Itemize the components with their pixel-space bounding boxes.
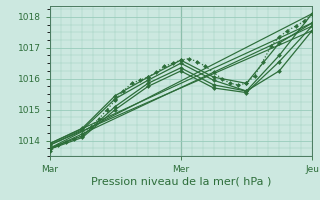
X-axis label: Pression niveau de la mer( hPa ): Pression niveau de la mer( hPa ) <box>91 177 271 187</box>
